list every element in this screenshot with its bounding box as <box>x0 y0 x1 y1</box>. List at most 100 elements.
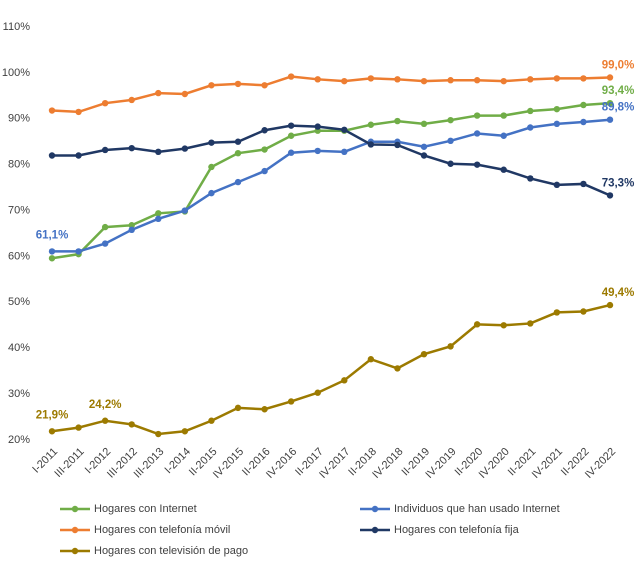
x-tick-label: III-2013 <box>132 446 167 481</box>
data-point <box>606 116 614 123</box>
data-point <box>287 149 295 156</box>
data-label: 73,3% <box>602 177 635 189</box>
y-tick-label: 110% <box>3 21 31 33</box>
data-label: 21,9% <box>36 409 69 421</box>
y-tick-label: 40% <box>8 342 30 354</box>
data-point <box>580 118 587 126</box>
data-point <box>234 80 242 88</box>
data-point <box>553 120 561 128</box>
legend-marker <box>371 505 379 513</box>
data-label: 93,4% <box>602 85 635 97</box>
data-point <box>75 152 82 159</box>
data-point <box>394 76 401 83</box>
data-point <box>527 175 534 182</box>
data-point <box>128 222 135 229</box>
data-point <box>473 161 481 168</box>
data-point <box>500 77 507 85</box>
data-point <box>314 147 321 155</box>
data-point <box>101 240 109 247</box>
data-label: 24,2% <box>89 399 122 411</box>
data-point <box>128 96 135 104</box>
y-tick-label: 60% <box>8 250 30 262</box>
data-point <box>606 192 614 199</box>
data-point <box>341 377 348 384</box>
data-point <box>208 189 215 197</box>
data-point <box>447 160 454 167</box>
data-point <box>287 132 295 139</box>
data-point <box>314 76 321 83</box>
data-point <box>48 255 56 262</box>
data-point <box>155 89 162 97</box>
data-point <box>394 365 401 372</box>
data-point <box>500 112 507 119</box>
data-point <box>606 301 614 309</box>
data-point <box>261 127 268 134</box>
y-tick-label: 30% <box>8 388 30 400</box>
legend-label: Hogares con Internet <box>94 503 197 515</box>
series-line <box>51 303 611 436</box>
data-point <box>420 350 428 358</box>
data-point <box>101 223 109 231</box>
data-point <box>606 74 614 81</box>
series-line <box>52 118 611 253</box>
y-tick-label: 100% <box>2 67 30 79</box>
data-point <box>394 117 401 125</box>
data-point <box>75 424 82 431</box>
data-point <box>420 120 428 128</box>
data-point <box>447 116 454 124</box>
data-label: 99,0% <box>602 60 635 72</box>
data-point <box>261 146 268 153</box>
legend-label: Hogares con telefonía móvil <box>94 524 230 536</box>
y-tick-label: 20% <box>8 434 30 446</box>
data-point <box>527 320 534 327</box>
data-point <box>75 108 82 116</box>
y-tick-label: 90% <box>8 113 30 125</box>
y-tick-label: 50% <box>8 296 30 308</box>
data-point <box>314 123 321 130</box>
series-line <box>51 101 611 260</box>
data-point <box>341 148 348 156</box>
data-point <box>181 428 189 435</box>
data-point <box>580 101 587 109</box>
data-label: 89,8% <box>602 102 635 114</box>
data-point <box>420 152 428 159</box>
data-point <box>128 226 135 234</box>
data-point <box>447 77 454 84</box>
data-point <box>447 137 454 145</box>
data-point <box>208 163 215 171</box>
data-point <box>367 141 375 148</box>
data-point <box>527 107 534 115</box>
data-point <box>553 75 561 82</box>
data-point <box>580 308 587 315</box>
data-point <box>447 343 454 350</box>
data-point <box>287 122 295 129</box>
data-point <box>367 75 375 82</box>
data-point <box>367 356 375 363</box>
data-point <box>287 398 295 405</box>
series-line <box>52 124 611 197</box>
data-label: 49,4% <box>602 287 635 299</box>
data-point <box>473 321 481 328</box>
data-point <box>394 141 401 149</box>
data-point <box>261 82 268 89</box>
data-point <box>606 99 614 107</box>
data-point <box>155 215 162 223</box>
data-point <box>527 76 534 83</box>
data-point <box>181 207 189 214</box>
data-point <box>234 178 242 186</box>
x-tick-label: III-2011 <box>52 446 86 480</box>
legend-label: Hogares con televisión de pago <box>94 545 248 557</box>
data-point <box>75 248 82 255</box>
series-line <box>51 75 611 114</box>
data-point <box>580 180 587 188</box>
data-point <box>128 421 135 428</box>
data-point <box>500 166 507 173</box>
data-point <box>287 73 295 80</box>
data-point <box>553 105 561 113</box>
data-point <box>473 77 481 84</box>
y-tick-label: 70% <box>8 204 30 216</box>
data-point <box>208 417 215 424</box>
data-point <box>261 406 268 413</box>
data-point <box>101 99 109 107</box>
